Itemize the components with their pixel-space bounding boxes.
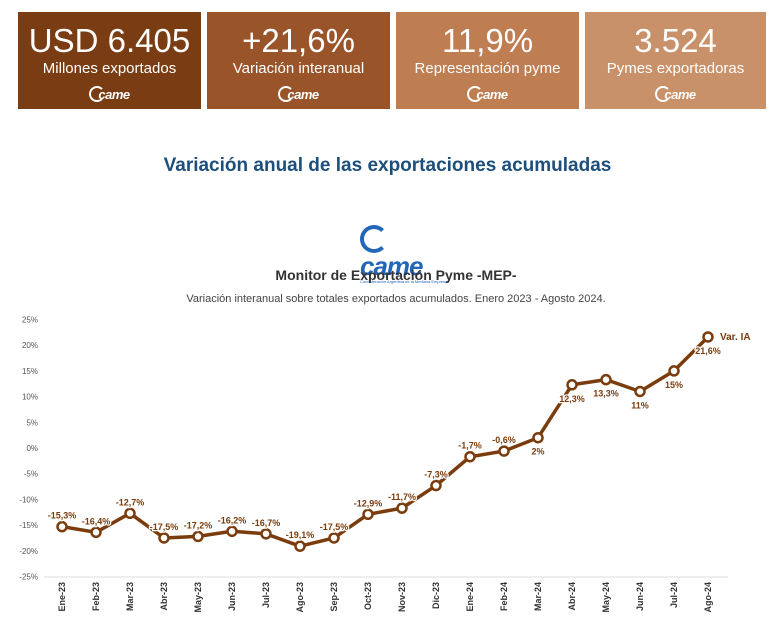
kpi-value: 11,9% — [441, 22, 534, 59]
data-label: -12,7% — [116, 497, 145, 507]
chart-subtitle: Variación interanual sobre totales expor… — [186, 293, 606, 305]
x-tick-label: Mar-24 — [533, 582, 543, 611]
data-point — [56, 520, 68, 533]
data-point — [464, 450, 476, 463]
data-point — [702, 331, 714, 343]
data-point — [600, 373, 612, 386]
data-label: -1,7% — [458, 441, 482, 451]
x-tick-label: Jun-23 — [227, 582, 237, 611]
data-point — [90, 526, 102, 539]
data-point — [634, 385, 646, 398]
y-tick-label: 0% — [26, 444, 38, 453]
y-tick-label: 10% — [22, 393, 38, 402]
data-point — [566, 379, 578, 391]
kpi-cards: USD 6.405 Millones exportados came +21,6… — [18, 12, 766, 109]
data-point — [396, 502, 408, 514]
line-chart: 25% 20% 15% 10% 5% 0% -5% -10% -15% -20% -25% Ene-2… — [19, 316, 751, 613]
data-label: -7,3% — [424, 470, 448, 480]
x-tick-label: Sep-23 — [329, 582, 339, 612]
data-point — [260, 528, 272, 540]
series-name-label: Var. IA — [720, 332, 751, 343]
came-logo-icon: came — [18, 86, 201, 102]
kpi-label: Representación pyme — [414, 60, 561, 77]
data-point — [362, 508, 374, 521]
data-label: 21,6% — [695, 346, 721, 356]
data-label: -16,4% — [82, 516, 111, 526]
data-label: 12,3% — [559, 394, 585, 404]
x-tick-label: Ago-23 — [295, 582, 305, 613]
kpi-label: Variación interanual — [232, 60, 365, 77]
x-tick-label: May-23 — [193, 582, 203, 613]
came-logo-icon: came — [207, 86, 390, 102]
x-tick-label: May-24 — [601, 582, 611, 613]
y-tick-label: 20% — [22, 341, 38, 350]
data-label: -17,5% — [320, 522, 349, 532]
kpi-card-representation: 11,9% Representación pyme came — [396, 12, 579, 109]
series-line — [61, 335, 710, 548]
x-tick-label: Jul-24 — [669, 582, 679, 608]
data-point — [192, 530, 204, 543]
x-tick-label: Dic-23 — [431, 582, 441, 609]
came-logo-icon: came — [585, 86, 766, 102]
data-label: 13,3% — [593, 389, 619, 399]
kpi-card-variation: +21,6% Variación interanual came — [207, 12, 390, 109]
x-tick-label: Jul-23 — [261, 582, 271, 608]
data-label: -17,2% — [184, 520, 213, 530]
x-tick-label: Mar-23 — [125, 582, 135, 611]
x-tick-label: Feb-23 — [91, 582, 101, 611]
data-label: -19,1% — [286, 530, 315, 540]
data-point — [328, 532, 340, 544]
x-tick-label: Jun-24 — [635, 582, 645, 611]
kpi-label: Millones exportados — [42, 60, 177, 77]
x-tick-label: Nov-23 — [397, 582, 407, 612]
data-label: -15,3% — [48, 511, 77, 521]
kpi-value: USD 6.405 — [28, 22, 191, 59]
y-tick-label: 25% — [22, 316, 38, 325]
data-point — [430, 479, 442, 492]
x-tick-label: Ago-24 — [703, 582, 713, 613]
kpi-card-exports: USD 6.405 Millones exportados came — [18, 12, 201, 109]
x-tick-label: Abr-23 — [159, 582, 169, 611]
y-tick-label: -15% — [19, 521, 38, 530]
data-label: -16,2% — [218, 515, 247, 525]
y-tick-label: 15% — [22, 367, 38, 376]
section-title: Variación anual de las exportaciones acu… — [163, 155, 612, 176]
came-logo-icon: came — [396, 86, 579, 102]
x-tick-label: Abr-24 — [567, 582, 577, 611]
data-point — [158, 532, 170, 544]
kpi-label: Pymes exportadoras — [606, 60, 745, 77]
data-point — [668, 365, 680, 377]
data-label: -17,5% — [150, 522, 179, 532]
chart-title: Monitor de Exportación Pyme -MEP- — [275, 267, 517, 283]
data-label: 2% — [531, 447, 544, 457]
kpi-value: +21,6% — [242, 22, 355, 59]
y-tick-label: -25% — [19, 573, 38, 582]
x-tick-label: Oct-23 — [363, 582, 373, 610]
y-tick-label: -5% — [24, 470, 38, 479]
data-point — [498, 445, 510, 457]
data-label: -16,7% — [252, 518, 281, 528]
data-label: -11,7% — [388, 492, 416, 502]
kpi-value: 3.524 — [634, 22, 717, 59]
y-tick-label: -10% — [19, 495, 38, 504]
data-label: -0,6% — [492, 435, 516, 445]
data-label: -12,9% — [354, 498, 383, 508]
y-tick-label: 5% — [26, 418, 38, 427]
data-point — [294, 540, 306, 552]
data-point — [532, 431, 544, 444]
data-point — [226, 525, 238, 538]
data-label: 15% — [665, 380, 683, 390]
x-tick-label: Ene-23 — [57, 582, 67, 612]
y-tick-label: -20% — [19, 547, 38, 556]
data-label: 11% — [631, 400, 649, 410]
came-logo: came Confederación Argentina de la Media… — [360, 225, 447, 284]
x-tick-label: Ene-24 — [465, 582, 475, 612]
kpi-card-exporters: 3.524 Pymes exportadoras came — [585, 12, 766, 109]
x-tick-label: Feb-24 — [499, 582, 509, 611]
data-point — [124, 507, 136, 520]
